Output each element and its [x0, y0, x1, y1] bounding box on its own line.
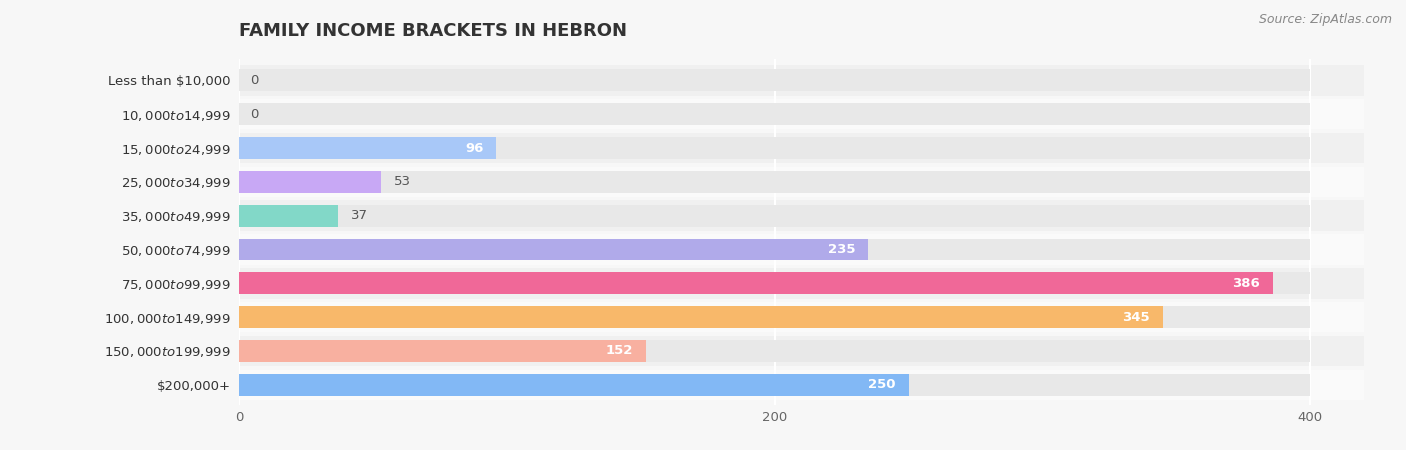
Text: 0: 0	[250, 74, 259, 87]
Bar	[239, 171, 381, 193]
Text: FAMILY INCOME BRACKETS IN HEBRON: FAMILY INCOME BRACKETS IN HEBRON	[239, 22, 627, 40]
Bar	[239, 104, 1310, 125]
Bar	[239, 306, 1310, 328]
Text: 152: 152	[606, 344, 633, 357]
Bar	[239, 238, 869, 261]
Bar	[239, 234, 1364, 265]
Bar	[239, 374, 908, 396]
Text: 250: 250	[868, 378, 896, 391]
Text: 0: 0	[250, 108, 259, 121]
Bar	[239, 205, 337, 227]
Bar	[239, 99, 1364, 130]
Bar	[239, 69, 1310, 91]
Text: Source: ZipAtlas.com: Source: ZipAtlas.com	[1258, 14, 1392, 27]
Text: 96: 96	[465, 142, 484, 155]
Bar	[239, 336, 1364, 366]
Bar	[239, 340, 1310, 362]
Bar	[239, 272, 1272, 294]
Bar	[239, 272, 1310, 294]
Text: 386: 386	[1232, 277, 1260, 290]
Text: 235: 235	[828, 243, 855, 256]
Bar	[239, 65, 1364, 96]
Bar	[239, 302, 1364, 332]
Bar	[239, 201, 1364, 231]
Bar	[239, 137, 1310, 159]
Bar	[239, 171, 1310, 193]
Bar	[239, 306, 1163, 328]
Bar	[239, 268, 1364, 298]
Bar	[239, 133, 1364, 163]
Bar	[239, 238, 1310, 261]
Bar	[239, 374, 1310, 396]
Bar	[239, 369, 1364, 400]
Bar	[239, 340, 647, 362]
Bar	[239, 137, 496, 159]
Bar	[239, 166, 1364, 197]
Text: 37: 37	[352, 209, 368, 222]
Text: 53: 53	[394, 176, 411, 189]
Bar	[239, 205, 1310, 227]
Text: 345: 345	[1122, 310, 1150, 324]
